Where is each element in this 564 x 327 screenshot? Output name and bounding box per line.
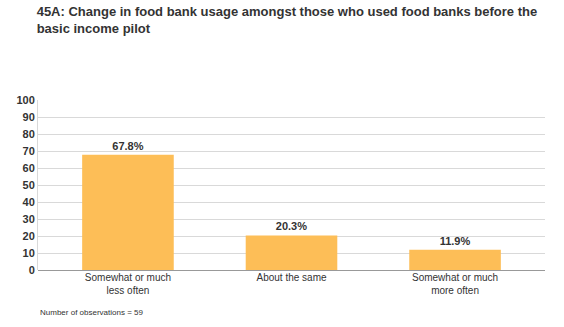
svg-text:Somewhat or muchless often: Somewhat or muchless often: [85, 272, 171, 296]
svg-text:About the same: About the same: [256, 272, 326, 283]
svg-text:30: 30: [23, 213, 35, 225]
svg-text:20.3%: 20.3%: [276, 220, 307, 232]
svg-text:20: 20: [23, 230, 35, 242]
svg-text:0: 0: [29, 264, 35, 276]
svg-text:11.9%: 11.9%: [440, 235, 471, 247]
svg-text:67.8%: 67.8%: [112, 140, 143, 152]
svg-text:80: 80: [23, 128, 35, 140]
svg-text:45A: Change in food bank usage: 45A: Change in food bank usage amongst t…: [37, 4, 538, 36]
svg-text:100: 100: [16, 94, 34, 106]
svg-text:10: 10: [23, 247, 35, 259]
svg-text:Somewhat or muchmore often: Somewhat or muchmore often: [412, 272, 498, 296]
svg-text:60: 60: [23, 162, 35, 174]
svg-text:50: 50: [23, 179, 35, 191]
svg-text:Number of observations = 59: Number of observations = 59: [40, 308, 143, 317]
svg-text:90: 90: [23, 111, 35, 123]
svg-text:40: 40: [23, 196, 35, 208]
svg-text:70: 70: [23, 145, 35, 157]
